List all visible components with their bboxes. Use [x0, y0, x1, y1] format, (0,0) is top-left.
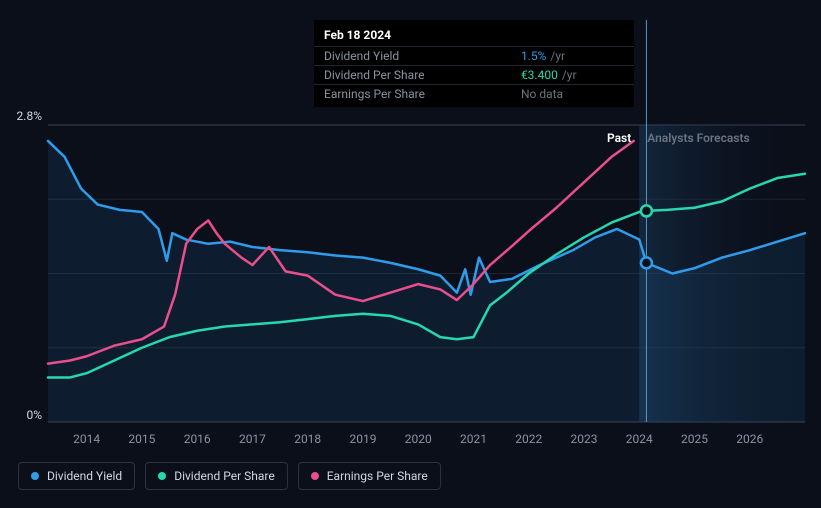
region-label-past: Past	[607, 131, 631, 145]
dividend-chart: { "layout": { "width": 821, "height": 50…	[0, 0, 821, 508]
y-axis-label: 0%	[0, 408, 42, 422]
x-axis-label: 2022	[515, 432, 542, 446]
legend-item-earnings-per-share[interactable]: Earnings Per Share	[298, 462, 441, 490]
x-axis-label: 2023	[570, 432, 597, 446]
tooltip-row-label: Dividend Yield	[314, 47, 511, 66]
x-axis-label: 2014	[73, 432, 100, 446]
x-axis-label: 2021	[460, 432, 487, 446]
legend-label: Dividend Per Share	[174, 469, 275, 483]
legend-label: Earnings Per Share	[327, 469, 428, 483]
tooltip-date: Feb 18 2024	[314, 26, 634, 46]
x-axis-label: 2017	[239, 432, 266, 446]
x-axis-label: 2020	[405, 432, 432, 446]
tooltip-row-label: Earnings Per Share	[314, 85, 511, 104]
legend-dot-icon	[311, 472, 319, 480]
x-axis-label: 2018	[294, 432, 321, 446]
x-axis-label: 2015	[128, 432, 155, 446]
legend-label: Dividend Yield	[47, 469, 122, 483]
chart-tooltip: Feb 18 2024 Dividend Yield1.5%/yrDividen…	[314, 20, 634, 107]
tooltip-row-label: Dividend Per Share	[314, 66, 511, 85]
tooltip-row-value: No data	[511, 85, 634, 104]
x-axis-label: 2019	[349, 432, 376, 446]
tooltip-row-value: €3.400/yr	[511, 66, 634, 85]
y-axis-label: 2.8%	[0, 109, 42, 123]
x-axis-label: 2026	[736, 432, 763, 446]
legend-item-dividend-yield[interactable]: Dividend Yield	[18, 462, 135, 490]
legend-dot-icon	[158, 472, 166, 480]
region-label-forecast: Analysts Forecasts	[647, 131, 749, 145]
legend-dot-icon	[31, 472, 39, 480]
tooltip-row-value: 1.5%/yr	[511, 47, 634, 66]
x-axis-label: 2016	[184, 432, 211, 446]
legend-item-dividend-per-share[interactable]: Dividend Per Share	[145, 462, 288, 490]
x-axis-label: 2025	[681, 432, 708, 446]
chart-legend: Dividend Yield Dividend Per Share Earnin…	[18, 462, 441, 490]
x-axis-label: 2024	[626, 432, 653, 446]
